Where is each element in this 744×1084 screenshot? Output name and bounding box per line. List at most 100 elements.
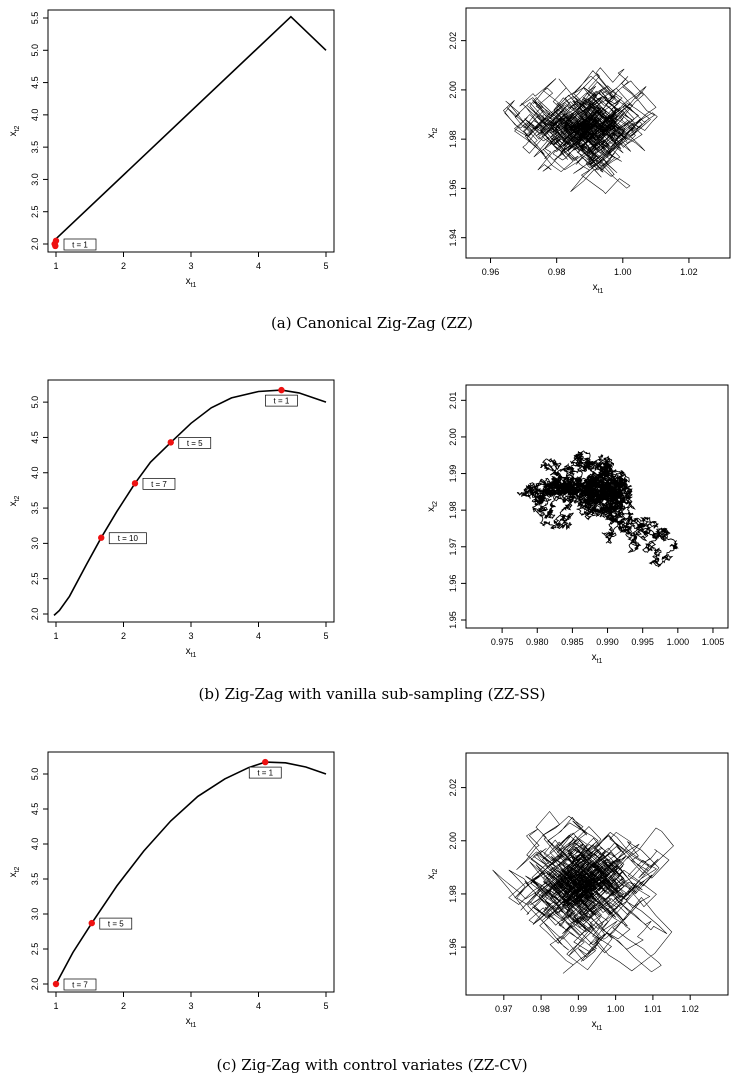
trajectory-line [53, 389, 327, 616]
x-tick-label: 5 [323, 261, 328, 271]
x-tick-label: 4 [256, 1001, 261, 1011]
y-tick-label: 1.94 [448, 229, 458, 247]
trajectory-line [55, 15, 327, 240]
plot-frame [465, 7, 731, 259]
x-tick-label: 1.005 [702, 637, 725, 647]
x-axis-label: xt1 [592, 652, 603, 665]
annotation-label: t = 10 [118, 534, 139, 543]
annotation-box [63, 238, 97, 251]
y-tick-label: 4.0 [30, 109, 40, 122]
x-tick-label: 1.00 [614, 267, 632, 277]
trajectory-point [262, 758, 269, 766]
y-tick-label: 3.5 [30, 873, 40, 886]
y-axis-label: xt2 [426, 127, 439, 138]
annotation-label: t = 5 [187, 439, 203, 448]
trajectory-point [131, 480, 139, 487]
x-tick-label: 1 [53, 1001, 58, 1011]
y-tick-label: 1.96 [448, 180, 458, 198]
x-tick-label: 0.995 [631, 637, 654, 647]
y-tick-label: 2.5 [30, 572, 40, 585]
y-tick-label: 1.96 [448, 938, 458, 956]
x-tick-label: 1 [53, 631, 58, 641]
y-tick-label: 4.0 [30, 838, 40, 851]
chart-a-right: 0.96 0.98 1.00 1.02 1.94 1.96 1.98 2.00 2.02 xt1 x… [426, 7, 731, 295]
annotation-label: t = 1 [257, 769, 273, 778]
y-tick-label: 2.0 [30, 238, 40, 251]
time-annotation: t = 5 [99, 917, 133, 930]
x-tick-label: 0.99 [570, 1004, 588, 1014]
sample-trace [503, 67, 658, 195]
x-tick-label: 0.96 [482, 267, 500, 277]
x-tick-label: 2 [121, 261, 126, 271]
y-tick-label: 4.5 [30, 76, 40, 89]
chart-c-right: 0.97 0.98 0.99 1.00 1.01 1.02 1.96 1.98 2.00 2.02… [426, 752, 729, 1032]
sample-trace [492, 811, 674, 974]
time-annotation: t = 7 [63, 978, 97, 991]
x-tick-label: 5 [323, 631, 328, 641]
x-axis-label: xt1 [593, 282, 604, 295]
y-axis-label: xt2 [426, 868, 439, 879]
x-tick-label: 4 [256, 631, 261, 641]
x-tick-label: 0.980 [526, 637, 549, 647]
y-tick-label: 5.0 [30, 768, 40, 781]
x-tick-label: 3 [188, 631, 193, 641]
trajectory-point [52, 237, 60, 244]
plot-frame [465, 384, 729, 629]
x-tick-label: 1.02 [681, 1004, 699, 1014]
x-tick-label: 2 [121, 1001, 126, 1011]
x-axis-label: xt1 [186, 276, 197, 289]
y-axis-label: xt2 [8, 866, 21, 877]
annotation-box [63, 978, 97, 991]
sample-trace [516, 450, 679, 568]
x-axis-label: xt1 [186, 646, 197, 659]
y-tick-label: 3.0 [30, 173, 40, 186]
x-tick-label: 0.98 [532, 1004, 550, 1014]
annotation-box [178, 437, 212, 449]
time-annotation: t = 1 [265, 394, 298, 407]
x-tick-label: 0.98 [548, 267, 566, 277]
annotation-label: t = 7 [151, 480, 167, 489]
y-tick-label: 3.5 [30, 502, 40, 515]
trajectory-point [52, 980, 60, 988]
y-tick-label: 2.00 [448, 428, 458, 446]
x-tick-label: 0.97 [495, 1004, 513, 1014]
y-tick-label: 1.96 [448, 575, 458, 593]
x-tick-label: 0.975 [491, 637, 514, 647]
annotation-box [265, 394, 298, 407]
y-tick-label: 2.02 [448, 779, 458, 797]
time-annotation: t = 10 [108, 532, 147, 545]
y-tick-label: 5.0 [30, 396, 40, 409]
y-axis-label: xt2 [8, 125, 21, 136]
x-tick-label: 4 [256, 261, 261, 271]
y-tick-label: 2.0 [30, 608, 40, 621]
x-tick-label: 2 [121, 631, 126, 641]
y-tick-label: 1.99 [448, 465, 458, 483]
time-annotation: t = 1 [63, 238, 97, 251]
time-annotation: t = 5 [178, 437, 212, 449]
plot-frame [47, 751, 335, 993]
trajectory-point [88, 919, 95, 927]
trajectory-line [55, 761, 327, 985]
y-tick-label: 2.0 [30, 978, 40, 991]
annotation-label: t = 1 [274, 397, 290, 406]
y-tick-label: 3.5 [30, 141, 40, 154]
annotation-box [99, 917, 133, 930]
annotation-label: t = 5 [108, 920, 124, 929]
y-tick-label: 3.0 [30, 908, 40, 921]
x-tick-label: 1.02 [680, 267, 698, 277]
x-tick-label: 0.985 [561, 637, 584, 647]
trajectory-point [278, 386, 285, 394]
y-tick-label: 4.5 [30, 803, 40, 816]
x-axis-label: xt1 [186, 1016, 197, 1029]
y-tick-label: 4.5 [30, 431, 40, 444]
y-tick-label: 5.0 [30, 44, 40, 57]
y-axis-label: xt2 [8, 495, 21, 506]
y-tick-label: 2.5 [30, 205, 40, 218]
caption-c: (c) Zig-Zag with control variates (ZZ-CV… [216, 1056, 528, 1074]
y-tick-label: 5.5 [30, 12, 40, 25]
x-tick-label: 1.01 [644, 1004, 662, 1014]
annotation-label: t = 1 [72, 241, 88, 250]
y-tick-label: 1.97 [448, 538, 458, 556]
trajectory-point [98, 534, 105, 541]
